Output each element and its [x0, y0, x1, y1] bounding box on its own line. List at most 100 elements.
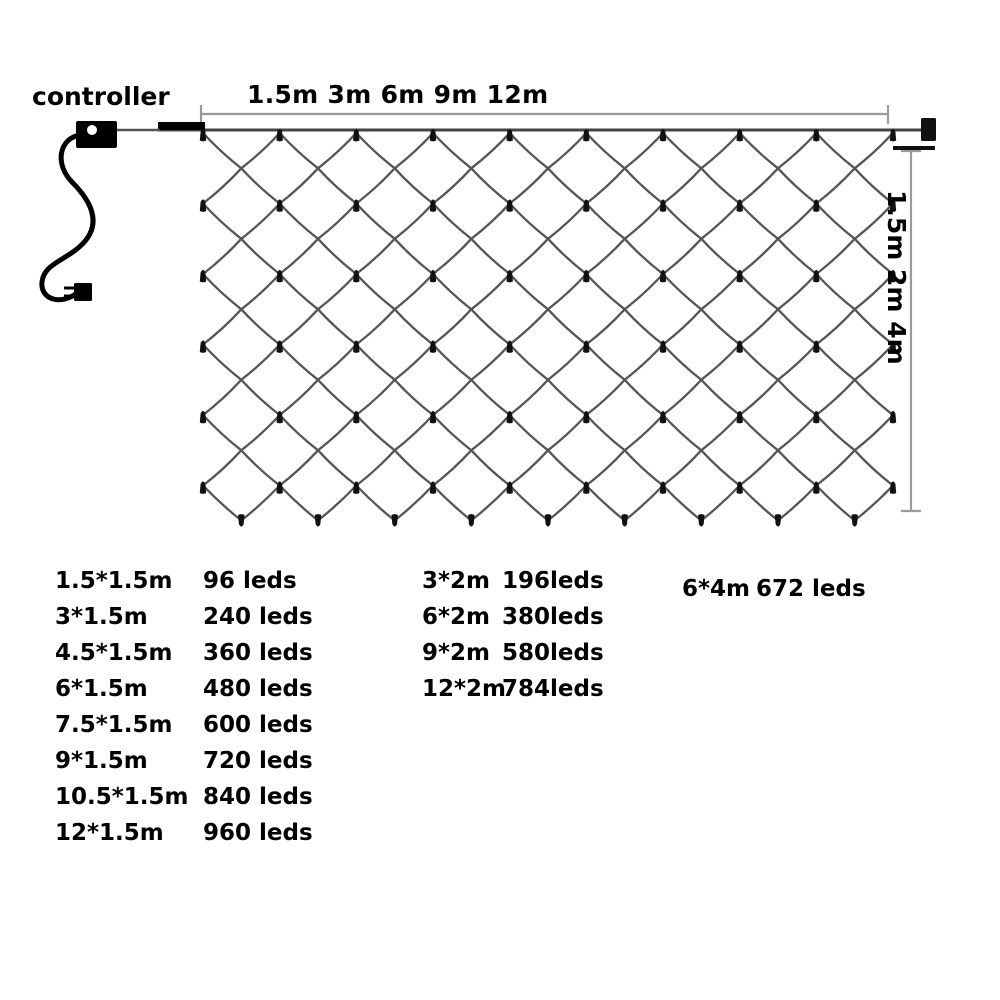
mesh-strand: [585, 202, 626, 240]
mesh-strand: [240, 272, 281, 311]
spec-led-count: 720 leds: [203, 748, 313, 774]
mesh-strand: [815, 272, 856, 311]
mesh-strand: [508, 378, 550, 417]
mesh-strand: [393, 272, 435, 311]
mesh-strand: [815, 343, 856, 381]
mesh-strand: [700, 378, 741, 417]
mesh-strand: [815, 449, 856, 487]
mesh-strand: [431, 237, 473, 276]
mesh-strand: [316, 413, 358, 452]
mesh-strand: [738, 272, 780, 311]
mesh-strand: [623, 237, 665, 276]
mesh-strand: [278, 202, 320, 240]
mesh-strand: [853, 202, 895, 240]
mesh-strand: [278, 272, 320, 311]
mesh-strand: [393, 202, 435, 240]
mesh-strand: [431, 449, 473, 487]
mesh-strand: [661, 272, 703, 311]
mesh-strand: [546, 272, 588, 311]
mesh-strand: [853, 308, 895, 346]
spec-size: 3*2m: [422, 568, 491, 594]
mesh-strand: [201, 202, 243, 240]
spec-led-count: 840 leds: [203, 784, 313, 810]
mesh-strand: [201, 449, 243, 487]
mesh-strand: [585, 308, 626, 346]
spec-led-count: 580leds: [502, 640, 604, 666]
mesh-strand: [278, 378, 320, 417]
spec-led-count: 360 leds: [203, 640, 313, 666]
mesh-strand: [776, 413, 818, 452]
mesh-strand: [355, 131, 396, 170]
spec-led-count: 480 leds: [203, 676, 313, 702]
mesh-strand: [393, 167, 435, 205]
mesh-strand: [776, 237, 818, 276]
mesh-strand: [431, 378, 473, 417]
spec-size: 3*1.5m: [55, 604, 148, 630]
mesh-strand: [546, 202, 588, 240]
spec-led-count: 784leds: [502, 676, 604, 702]
mesh-strand: [585, 131, 626, 170]
mesh-strand: [316, 167, 358, 205]
mesh-strand: [738, 131, 780, 170]
mesh-strand: [240, 167, 281, 205]
spec-column-1: 1.5*1.5m 96 leds 3*1.5m 240 leds 4.5*1.5m 360…: [55, 568, 313, 856]
mesh-strand: [201, 413, 243, 452]
mesh-strand: [623, 484, 665, 522]
mesh-strand: [355, 237, 396, 276]
mesh-strand: [431, 167, 473, 205]
spec-row: 12*1.5m 960 leds: [55, 820, 313, 856]
mesh-strand: [431, 202, 473, 240]
mesh-strand: [278, 237, 320, 276]
mesh-strand: [201, 378, 243, 417]
mesh-strand: [853, 272, 895, 311]
mesh-strand: [738, 378, 780, 417]
net-mesh: [201, 131, 895, 522]
mesh-strand: [316, 378, 358, 417]
mesh-strand: [700, 484, 741, 522]
mesh-strand: [355, 308, 396, 346]
mesh-strand: [240, 413, 281, 452]
side-dimension-label: 1.5m 2m 4m: [882, 190, 911, 365]
mesh-strand: [240, 343, 281, 381]
mesh-strand: [546, 413, 588, 452]
spec-led-count: 196leds: [502, 568, 604, 594]
mesh-strand: [278, 308, 320, 346]
mesh-strand: [201, 131, 243, 170]
mesh-strand: [355, 449, 396, 487]
mesh-strand: [316, 484, 358, 522]
mesh-strand: [661, 484, 703, 522]
mesh-strand: [508, 484, 550, 522]
mesh-strand: [240, 237, 281, 276]
mesh-strand: [700, 308, 741, 346]
mesh-strand: [546, 237, 588, 276]
mesh-strand: [853, 449, 895, 487]
mesh-strand: [815, 484, 856, 522]
spec-row: 7.5*1.5m 600 leds: [55, 712, 313, 748]
mesh-strand: [585, 484, 626, 522]
mesh-strand: [776, 343, 818, 381]
mesh-strand: [393, 343, 435, 381]
mesh-strand: [240, 484, 281, 522]
mesh-strand: [546, 378, 588, 417]
mesh-strand: [355, 272, 396, 311]
spec-led-count: 672 leds: [756, 576, 866, 602]
spec-row: 10.5*1.5m 840 leds: [55, 784, 313, 820]
mesh-strand: [776, 449, 818, 487]
mesh-strand: [508, 167, 550, 205]
spec-row: 9*1.5m 720 leds: [55, 748, 313, 784]
spec-row: 3*2m 196leds: [422, 568, 604, 604]
mesh-strand: [623, 378, 665, 417]
spec-size: 6*1.5m: [55, 676, 148, 702]
spec-row: 12*2m 784leds: [422, 676, 604, 712]
mesh-strand: [623, 131, 665, 170]
mesh-strand: [738, 449, 780, 487]
mesh-strand: [201, 484, 243, 522]
mesh-strand: [700, 202, 741, 240]
mesh-strand: [546, 343, 588, 381]
led-bulb-icon: [698, 514, 705, 527]
mesh-strand: [431, 308, 473, 346]
mesh-strand: [585, 413, 626, 452]
mesh-strand: [393, 308, 435, 346]
mesh-strand: [815, 202, 856, 240]
